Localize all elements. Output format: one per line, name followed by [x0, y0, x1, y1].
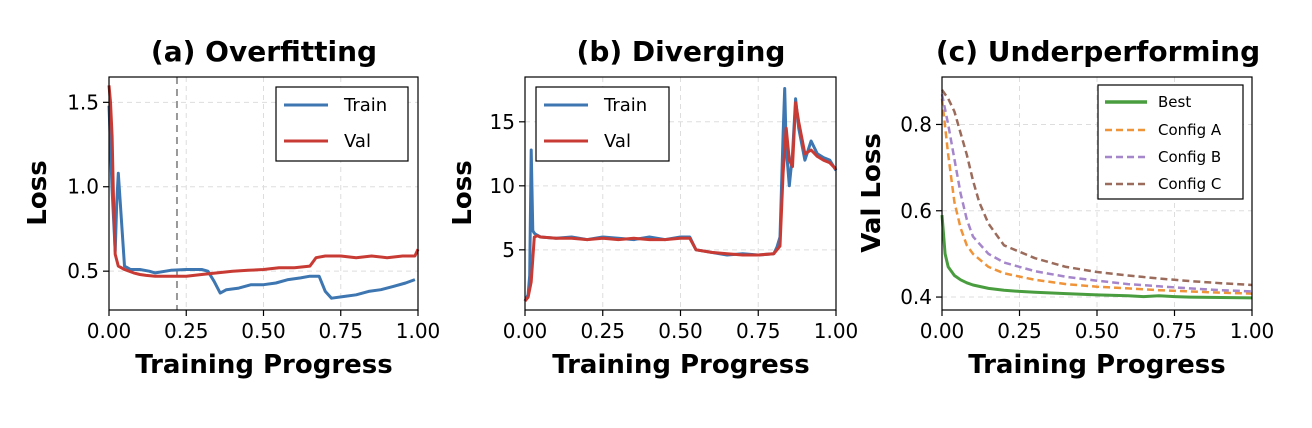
panel-a-overfitting: 0.00 0.25 0.50 0.75 1.00 0.5 1.0 1.5 (a) Overf… [23, 35, 440, 380]
series-line-best [940, 214, 1253, 300]
x-tick-label: 0.25 [580, 319, 625, 343]
chart-title: (b) Diverging [577, 35, 786, 68]
panel-c-underperforming: 0.00 0.25 0.50 0.75 1.00 0.4 0.6 0.8 (c) Under… [857, 35, 1274, 380]
x-axis-label: Training Progress [968, 350, 1226, 380]
legend-label-config-a: Config A [1158, 121, 1222, 139]
x-tick-label: 0.25 [997, 319, 1042, 343]
legend: Train Val [275, 86, 409, 162]
y-tick-label: 0.5 [67, 259, 99, 283]
x-tick-label: 0.00 [920, 319, 965, 343]
series-line-config-a [940, 98, 1253, 295]
series-line-val [523, 101, 838, 302]
legend-label-train: Train [343, 95, 387, 116]
x-tick-label: 0.75 [736, 319, 781, 343]
series-line-val [107, 85, 420, 278]
y-axis-label: Loss [23, 160, 53, 225]
series-line-train [107, 105, 416, 300]
y-tick-label: 1.5 [67, 90, 99, 114]
x-axis-label: Training Progress [135, 350, 393, 380]
x-tick-label: 0.50 [658, 319, 703, 343]
x-tick-label: 1.00 [814, 319, 859, 343]
y-tick-label: 0.6 [900, 199, 932, 223]
legend-label-best: Best [1158, 93, 1191, 111]
x-tick-label: 0.75 [318, 319, 363, 343]
y-tick-label: 0.8 [900, 112, 932, 136]
series-line-config-b [940, 94, 1253, 293]
x-tick-label: 0.25 [164, 319, 209, 343]
chart-title: (c) Underperforming [936, 35, 1260, 68]
x-tick-label: 0.50 [241, 319, 286, 343]
y-tick-label: 5 [502, 238, 515, 262]
y-axis-label: Val Loss [857, 133, 887, 253]
series-line-config-c [940, 89, 1253, 287]
x-tick-label: 0.00 [503, 319, 548, 343]
x-axis-label: Training Progress [552, 350, 810, 380]
legend: Best Config A Config B Config C [1097, 84, 1244, 200]
legend-label-train: Train [603, 95, 647, 116]
x-tick-label: 0.50 [1075, 319, 1120, 343]
y-axis-label: Loss [448, 160, 478, 225]
y-tick-label: 1.0 [67, 175, 99, 199]
y-tick-label: 15 [490, 110, 515, 134]
x-tick-label: 1.00 [1230, 319, 1275, 343]
x-tick-label: 0.75 [1152, 319, 1197, 343]
x-tick-label: 0.00 [87, 319, 132, 343]
y-tick-label: 0.4 [900, 285, 932, 309]
legend-label-config-b: Config B [1158, 148, 1221, 166]
x-tick-label: 1.00 [396, 319, 441, 343]
legend: Train Val [535, 86, 670, 162]
y-tick-label: 10 [490, 174, 515, 198]
legend-label-config-c: Config C [1158, 175, 1221, 193]
legend-label-val: Val [604, 131, 631, 152]
legend-label-val: Val [344, 131, 371, 152]
chart-title: (a) Overfitting [151, 35, 377, 68]
panel-b-diverging: 0.00 0.25 0.50 0.75 1.00 5 10 15 (b) Diverging… [448, 35, 858, 380]
